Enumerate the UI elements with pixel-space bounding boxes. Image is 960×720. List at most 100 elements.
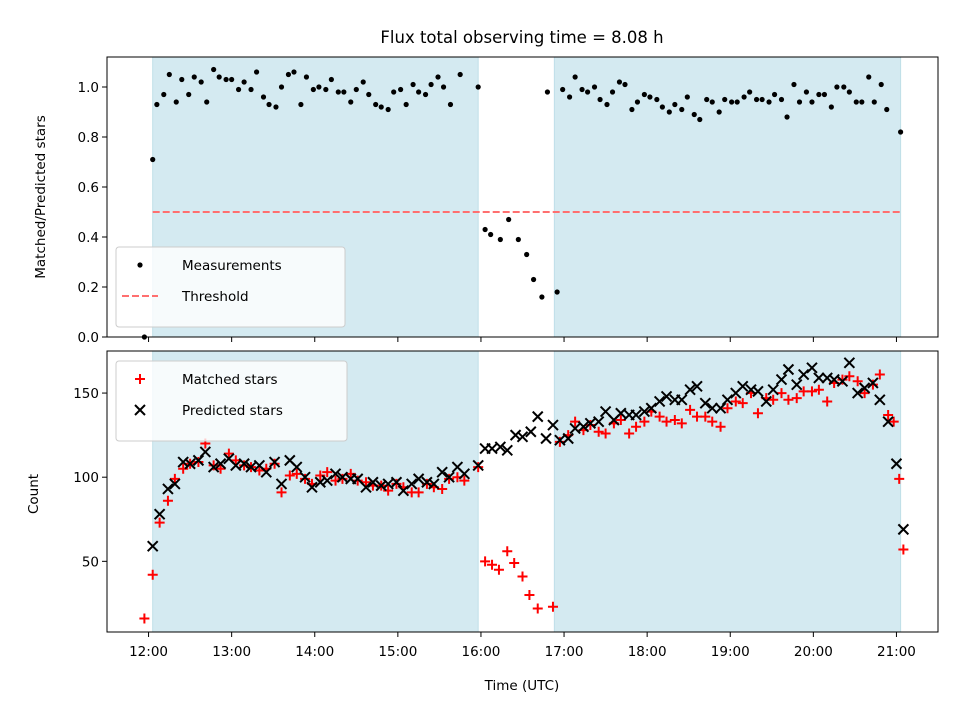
count-legend: Matched stars Predicted stars xyxy=(115,360,348,442)
predicted-stars-point xyxy=(428,478,440,490)
matched-stars-point xyxy=(874,369,885,380)
measurements-point xyxy=(803,89,810,95)
matched-stars-legend-swatch xyxy=(135,374,145,384)
matched-stars-point xyxy=(898,544,909,555)
measurements-point xyxy=(241,79,247,85)
measurements-point xyxy=(796,99,803,105)
matched-stars-point xyxy=(707,416,718,427)
measurements-point xyxy=(691,111,697,118)
measurements-point xyxy=(497,236,503,243)
ratio-y-tick-label: 0.4 xyxy=(78,230,99,246)
predicted-stars-point xyxy=(890,458,903,470)
measurements-point xyxy=(260,94,267,100)
ratio-y-axis: 0.0 0.2 0.4 0.6 0.8 1.0 xyxy=(78,80,107,346)
matched-stars-point xyxy=(291,468,302,479)
measurements-point xyxy=(560,86,566,93)
measurements-point xyxy=(647,94,653,100)
ratio-y-axis-label: Matched/Predicted stars xyxy=(33,115,49,278)
predicted-stars-point xyxy=(306,481,318,494)
matched-stars-point xyxy=(894,473,905,484)
predicted-stars-point xyxy=(375,479,387,492)
predicted-stars-legend-label: Predicted stars xyxy=(182,403,283,419)
matched-stars-point xyxy=(360,477,371,488)
x-tick-label: 17:00 xyxy=(545,644,584,660)
predicted-stars-point xyxy=(299,471,311,483)
predicted-stars-point xyxy=(782,363,795,376)
predicted-stars-point xyxy=(390,476,403,488)
predicted-stars-point xyxy=(260,466,272,478)
matched-stars-point xyxy=(223,448,234,459)
predicted-stars-point xyxy=(291,461,303,473)
predicted-stars-point xyxy=(360,481,372,494)
measurements-point xyxy=(709,99,715,105)
measurements-point xyxy=(335,89,341,95)
measurements-point xyxy=(853,99,859,105)
matched-stars-point xyxy=(867,379,878,390)
measurements-point xyxy=(253,69,260,75)
matched-stars-point xyxy=(517,571,528,582)
matched-stars-point xyxy=(154,517,165,528)
measurements-point xyxy=(248,86,254,93)
measurements-point xyxy=(161,91,167,98)
predicted-stars-point xyxy=(760,395,772,408)
measurements-point xyxy=(566,94,573,100)
predicted-stars-point xyxy=(412,473,425,485)
predicted-stars-point xyxy=(516,431,529,443)
matched-stars-point xyxy=(676,418,687,429)
measurements-point xyxy=(506,216,512,223)
measurements-point xyxy=(634,99,641,105)
predicted-stars-point xyxy=(806,362,818,374)
matched-stars-point xyxy=(315,470,326,481)
measurements-point xyxy=(366,91,372,98)
matched-stars-point xyxy=(859,388,870,399)
measurements-point xyxy=(579,86,585,93)
predicted-stars-point xyxy=(238,458,250,470)
predicted-stars-point xyxy=(458,468,471,480)
measurements-point xyxy=(834,84,840,90)
predicted-stars-point xyxy=(153,508,166,520)
measurements-point xyxy=(422,91,429,98)
measurements-point xyxy=(741,94,747,100)
measurements-point xyxy=(859,99,865,105)
measurements-point xyxy=(591,84,598,90)
matched-stars-point xyxy=(169,473,180,484)
matched-stars-point xyxy=(276,487,287,498)
matched-stars-point xyxy=(844,371,855,382)
predicted-stars-point xyxy=(405,478,418,490)
predicted-stars-point xyxy=(645,402,658,414)
matched-stars-point xyxy=(178,463,189,474)
matched-stars-point xyxy=(215,463,226,474)
measurements-point xyxy=(524,251,530,258)
predicted-stars-point xyxy=(540,432,552,445)
predicted-stars-point xyxy=(494,441,507,453)
predicted-stars-point xyxy=(767,383,779,396)
x-tick-label: 13:00 xyxy=(212,644,251,660)
measurements-point xyxy=(554,289,560,295)
predicted-stars-point xyxy=(851,387,864,399)
matched-stars-point xyxy=(345,468,356,479)
predicted-stars-point xyxy=(146,540,159,552)
measurements-point xyxy=(816,91,822,98)
matched-stars-point xyxy=(383,485,394,496)
count-legend-box xyxy=(115,360,348,442)
x-tick-label: 20:00 xyxy=(794,644,833,660)
predicted-stars-point xyxy=(314,476,326,488)
measurements-point xyxy=(654,96,660,103)
measurements-point xyxy=(435,74,441,80)
predicted-stars-point xyxy=(638,405,651,418)
measurements-point xyxy=(841,84,847,90)
measurements-point xyxy=(348,99,354,105)
ratio-x-ticks xyxy=(148,337,897,342)
x-tick-label: 21:00 xyxy=(877,644,916,660)
ratio-y-tick-label: 0.8 xyxy=(78,130,99,146)
matched-stars-point xyxy=(631,421,642,432)
measurements-point xyxy=(154,101,160,108)
matched-stars-point xyxy=(822,396,833,407)
measurements-point xyxy=(704,96,710,103)
matched-stars-point xyxy=(554,436,565,447)
measurements-point xyxy=(729,99,735,105)
predicted-stars-point xyxy=(214,458,227,470)
matched-stars-point xyxy=(487,559,498,570)
measurements-point xyxy=(403,101,409,108)
